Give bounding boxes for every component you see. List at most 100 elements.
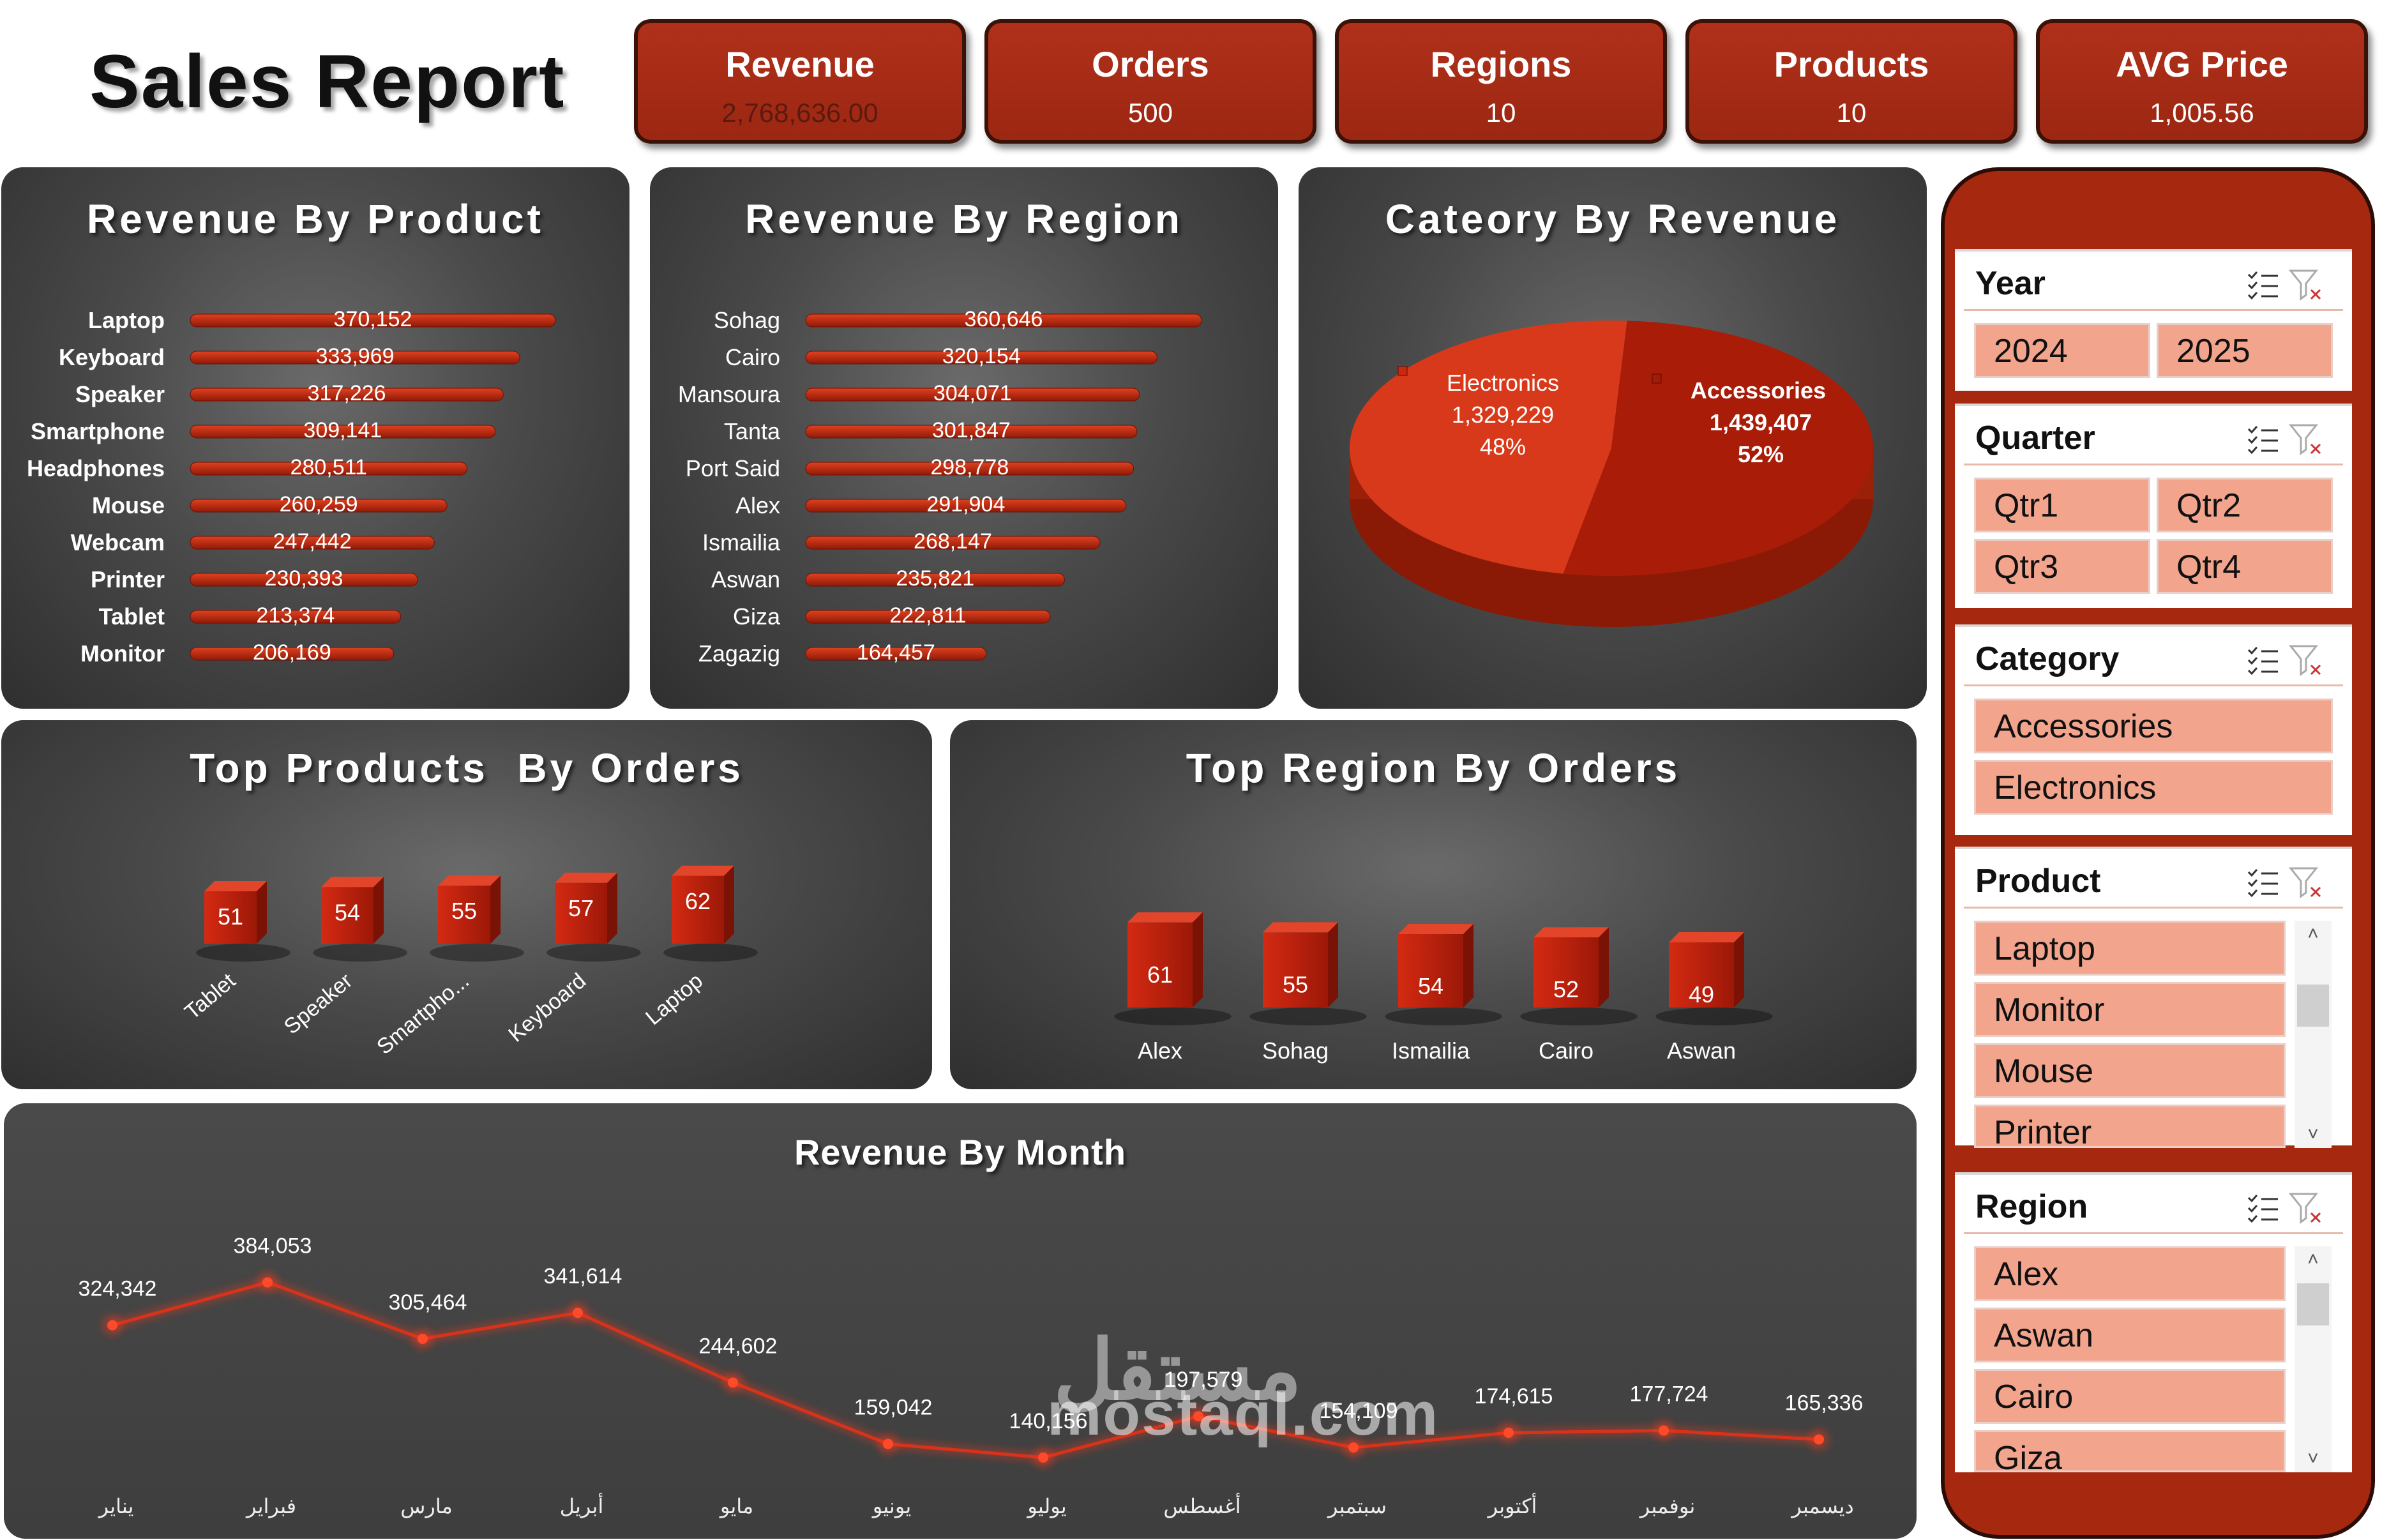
slicer-label: Quarter [1975, 419, 2095, 457]
multi-select-icon[interactable] [2246, 423, 2279, 456]
pie-slice-accessories [1563, 321, 1873, 576]
data-label: 154,109 [1320, 1399, 1398, 1423]
region-chip[interactable]: Alex [1974, 1246, 2286, 1301]
data-label: 140,156 [1009, 1409, 1088, 1433]
cube-side [373, 877, 384, 944]
bar [190, 462, 467, 476]
category-label: Giza [733, 603, 781, 630]
category-label: Speaker [280, 969, 357, 1039]
slice-pct: 52% [1738, 441, 1784, 467]
product-chip[interactable]: Laptop [1974, 921, 2286, 976]
month-label: نوفمبر [1639, 1495, 1696, 1518]
category-by-revenue-panel: Cateory By Revenue Electronics 1,329,229 4… [1299, 167, 1927, 709]
cube-shadow [546, 944, 641, 962]
category-label: Ismailia [702, 529, 781, 555]
multi-select-icon[interactable] [2246, 1191, 2279, 1225]
data-label: 280,511 [290, 455, 367, 479]
category-chip[interactable]: Accessories [1974, 698, 2333, 753]
kpi-value: 10 [1836, 98, 1867, 128]
year-chip[interactable]: 2024 [1974, 323, 2150, 378]
multi-select-icon[interactable] [2246, 268, 2279, 301]
data-label: 235,821 [896, 566, 974, 591]
kpi-value: 2,768,636.00 [721, 98, 878, 128]
product-slicer: Product Laptop Monitor Mouse Printer ˄ ˅ [1955, 847, 2352, 1151]
region-chip[interactable]: Giza [1974, 1430, 2286, 1477]
data-label: 57 [568, 895, 594, 921]
category-label: Aswan [1667, 1038, 1736, 1064]
scroll-down-icon[interactable]: ˅ [2307, 1124, 2319, 1145]
cube-bar [438, 886, 490, 944]
data-label: 54 [1418, 973, 1443, 999]
quarter-chip[interactable]: Qtr3 [1974, 539, 2150, 594]
scroll-down-icon[interactable]: ˅ [2307, 1448, 2319, 1469]
cube-top [438, 875, 501, 886]
quarter-chip[interactable]: Qtr1 [1974, 478, 2150, 532]
month-label: مايو [719, 1495, 753, 1518]
product-chip[interactable]: Printer [1974, 1105, 2286, 1151]
bar [190, 536, 435, 550]
page-title: Sales Report [89, 40, 566, 124]
cube-bar [1398, 934, 1463, 1008]
multi-select-icon[interactable] [2246, 866, 2279, 899]
data-point [418, 1333, 428, 1344]
category-label: Laptop [88, 307, 165, 333]
category-label: Headphones [27, 455, 165, 481]
kpi-label: Orders [1092, 44, 1209, 84]
clear-filter-icon[interactable] [2288, 421, 2324, 457]
scroll-up-icon[interactable]: ˄ [2307, 1249, 2319, 1270]
data-label: 230,393 [265, 566, 343, 591]
category-label: Alex [1138, 1038, 1182, 1064]
revenue-by-month-chart: 324,342 يناير 384,053 فبراير 305,464 مارس 341,… [79, 1234, 1864, 1518]
quarter-chip[interactable]: Qtr4 [2157, 539, 2333, 594]
data-point [262, 1277, 273, 1288]
scroll-thumb[interactable] [2297, 985, 2329, 1027]
product-chip[interactable]: Mouse [1974, 1043, 2286, 1098]
month-label: أغسطس [1163, 1493, 1240, 1518]
year-chip[interactable]: 2025 [2157, 323, 2333, 378]
multi-select-icon[interactable] [2246, 644, 2279, 677]
data-label: 164,457 [857, 640, 935, 665]
scroll-thumb[interactable] [2297, 1283, 2329, 1325]
region-chip[interactable]: Aswan [1974, 1308, 2286, 1363]
category-label: Monitor [80, 640, 165, 667]
region-scrollbar[interactable]: ˄ ˅ [2295, 1246, 2332, 1472]
region-chip[interactable]: Cairo [1974, 1369, 2286, 1424]
category-label: Zagazig [698, 640, 780, 667]
pie-slice-electronics [1349, 321, 1627, 574]
slice-value: 1,329,229 [1452, 402, 1554, 428]
data-label: 165,336 [1785, 1391, 1864, 1415]
data-label: 52 [1553, 976, 1579, 1002]
bar [805, 388, 1140, 402]
data-point [883, 1438, 893, 1449]
data-label: 49 [1689, 981, 1714, 1008]
product-chip[interactable]: Monitor [1974, 982, 2286, 1037]
category-chip[interactable]: Electronics [1974, 760, 2333, 815]
clear-filter-icon[interactable] [2288, 642, 2324, 678]
bar [190, 573, 418, 587]
category-label: Smartphone [31, 418, 165, 444]
data-label: 177,724 [1630, 1382, 1708, 1407]
clear-filter-icon[interactable] [2288, 1190, 2324, 1226]
quarter-chip[interactable]: Qtr2 [2157, 478, 2333, 532]
kpi-label: Regions [1430, 44, 1572, 84]
clear-filter-icon[interactable] [2288, 267, 2324, 303]
bar [190, 388, 504, 402]
cube-side [607, 872, 617, 944]
bar [805, 573, 1065, 587]
bar [190, 647, 395, 661]
cube-bar [1127, 922, 1193, 1008]
data-label: 222,811 [889, 603, 966, 628]
slice-name: Accessories [1691, 377, 1826, 404]
slicer-label: Year [1975, 265, 2046, 302]
clear-filter-icon[interactable] [2288, 864, 2324, 900]
data-label: 268,147 [914, 529, 992, 554]
data-point [1193, 1411, 1203, 1422]
panel-title: Top Region By Orders [1186, 745, 1681, 791]
cube-side [1734, 932, 1744, 1008]
product-scrollbar[interactable]: ˄ ˅ [2295, 921, 2332, 1148]
kpi-products: Products 10 [1685, 19, 2017, 144]
month-label: سبتمبر [1327, 1495, 1387, 1518]
month-label: ديسمبر [1790, 1495, 1854, 1518]
scroll-up-icon[interactable]: ˄ [2307, 923, 2319, 944]
category-label: Ismailia [1392, 1038, 1470, 1064]
